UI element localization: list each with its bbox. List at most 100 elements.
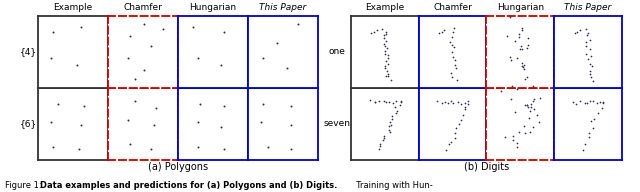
Point [380,64,390,67]
Point [218,104,228,107]
Point [588,79,598,82]
Point [582,34,592,37]
Point [506,97,516,100]
Text: {6}: {6} [19,119,36,128]
Point [525,102,536,105]
Point [150,107,161,110]
Point [282,66,292,69]
Point [589,118,599,121]
Point [48,145,58,148]
Point [374,100,384,103]
Point [585,62,595,65]
Point [528,99,538,103]
Point [255,121,266,124]
Point [509,40,520,43]
Text: Example: Example [53,3,93,12]
Point [572,103,582,106]
Text: Training with Hun-: Training with Hun- [351,181,433,190]
Point [450,64,460,67]
Point [440,101,450,104]
Text: This Paper: This Paper [564,3,612,12]
Point [585,47,595,50]
Point [374,145,385,148]
Point [383,72,393,75]
Point [580,27,591,31]
Point [193,145,203,148]
Point [286,104,296,107]
Point [218,30,228,33]
Point [534,121,544,124]
Point [365,99,375,102]
Point [432,99,442,103]
Point [448,101,458,104]
Point [76,25,86,28]
Point [452,78,462,81]
Point [262,145,273,148]
Point [440,29,450,32]
Point [514,130,524,133]
Point [516,28,527,31]
Point [580,143,591,146]
Point [506,59,516,62]
Point [447,50,457,53]
Point [125,142,136,146]
Point [507,85,517,88]
Point [378,139,388,142]
Point [259,56,269,59]
Point [380,66,390,69]
Point [517,26,527,30]
Point [526,105,536,108]
Text: Example: Example [365,3,404,12]
Point [460,108,470,111]
Point [78,104,88,107]
Point [463,99,473,102]
Point [381,30,391,33]
Point [443,101,453,104]
Point [505,16,515,19]
Point [366,31,376,35]
Point [259,102,269,105]
Point [512,146,522,149]
Point [122,56,132,59]
Point [383,54,393,57]
Point [390,106,401,109]
Point [523,106,533,109]
Point [579,102,589,105]
Point [570,31,580,35]
Point [370,100,380,103]
Point [394,104,404,107]
Point [447,75,458,78]
Text: {4}: {4} [19,47,36,56]
Point [216,126,227,129]
Point [529,108,540,111]
Point [195,102,205,105]
Point [588,65,598,68]
Text: (a) Polygons: (a) Polygons [148,162,208,172]
Point [513,33,524,36]
Point [72,63,82,66]
Point [598,100,608,103]
Point [447,36,457,39]
Point [446,100,456,103]
Point [451,67,461,70]
Point [385,131,395,134]
Point [595,101,605,104]
Text: (b) Digits: (b) Digits [464,162,509,172]
Point [463,102,474,105]
Point [369,30,379,33]
Point [74,148,84,151]
Point [518,65,529,68]
Point [512,56,522,60]
Point [593,112,604,115]
Point [390,111,401,114]
Point [380,52,390,55]
Point [293,23,303,26]
Point [448,56,458,59]
Point [125,34,136,37]
Point [527,126,538,129]
Point [381,39,391,42]
Point [456,102,466,105]
Point [520,77,531,80]
Point [583,31,593,34]
Point [384,101,394,104]
